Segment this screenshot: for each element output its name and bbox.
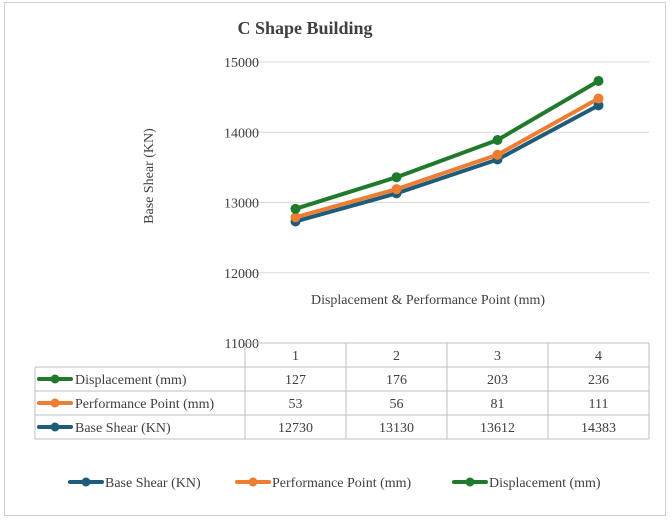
data-point-displacement-mm xyxy=(593,75,604,86)
y-axis-label: Base Shear (KN) xyxy=(142,128,157,224)
table-cell-performance-point-mm: 56 xyxy=(390,397,404,412)
data-point-performance-point-mm xyxy=(593,93,604,104)
table-row-label-base-shear-kn: Base Shear (KN) xyxy=(75,421,171,436)
x-tick-label-1: 1 xyxy=(292,349,299,364)
y-tick-label-12000: 12000 xyxy=(224,267,259,282)
table-key-marker-displacement-mm xyxy=(50,374,60,384)
data-point-displacement-mm xyxy=(290,203,301,214)
data-point-performance-point-mm xyxy=(391,184,402,195)
series-line-displacement-mm xyxy=(293,78,601,211)
legend-marker-performance-point-mm xyxy=(248,477,258,487)
legend-label-performance-point-mm: Performance Point (mm) xyxy=(272,476,412,491)
y-tick-label-13000: 13000 xyxy=(224,197,259,212)
x-tick-label-4: 4 xyxy=(595,349,602,364)
table-cell-displacement-mm: 176 xyxy=(386,373,407,388)
table-row-label-displacement-mm: Displacement (mm) xyxy=(75,373,187,388)
data-point-performance-point-mm xyxy=(290,212,301,223)
table-row-label-performance-point-mm: Performance Point (mm) xyxy=(75,397,215,412)
x-tick-label-3: 3 xyxy=(494,349,501,364)
y-tick-label-14000: 14000 xyxy=(224,126,259,141)
table-cell-displacement-mm: 127 xyxy=(285,373,306,388)
legend-label-base-shear-kn: Base Shear (KN) xyxy=(105,476,201,491)
series-line-base-shear-kn xyxy=(293,103,601,224)
table-cell-performance-point-mm: 53 xyxy=(289,397,303,412)
legend-label-displacement-mm: Displacement (mm) xyxy=(489,476,601,491)
chart-frame xyxy=(4,2,666,516)
data-point-displacement-mm xyxy=(391,172,402,183)
table-cell-base-shear-kn: 13130 xyxy=(379,421,414,436)
table-cell-base-shear-kn: 12730 xyxy=(278,421,313,436)
table-cell-performance-point-mm: 81 xyxy=(491,397,505,412)
series-line-performance-point-mm xyxy=(293,96,601,220)
table-cell-base-shear-kn: 13612 xyxy=(480,421,515,436)
data-point-performance-point-mm xyxy=(492,149,503,160)
legend-marker-displacement-mm xyxy=(465,477,475,487)
y-tick-label-15000: 15000 xyxy=(224,56,259,71)
data-point-displacement-mm xyxy=(492,134,503,145)
table-key-marker-base-shear-kn xyxy=(50,422,60,432)
y-tick-label-11000: 11000 xyxy=(225,337,259,352)
x-axis-label: Displacement & Performance Point (mm) xyxy=(311,293,545,308)
x-tick-label-2: 2 xyxy=(393,349,400,364)
legend-marker-base-shear-kn xyxy=(81,477,91,487)
table-cell-displacement-mm: 236 xyxy=(588,373,609,388)
chart-title: C Shape Building xyxy=(237,18,372,38)
table-key-marker-performance-point-mm xyxy=(50,398,60,408)
table-cell-base-shear-kn: 14383 xyxy=(581,421,616,436)
table-cell-performance-point-mm: 111 xyxy=(589,397,609,412)
table-cell-displacement-mm: 203 xyxy=(487,373,508,388)
